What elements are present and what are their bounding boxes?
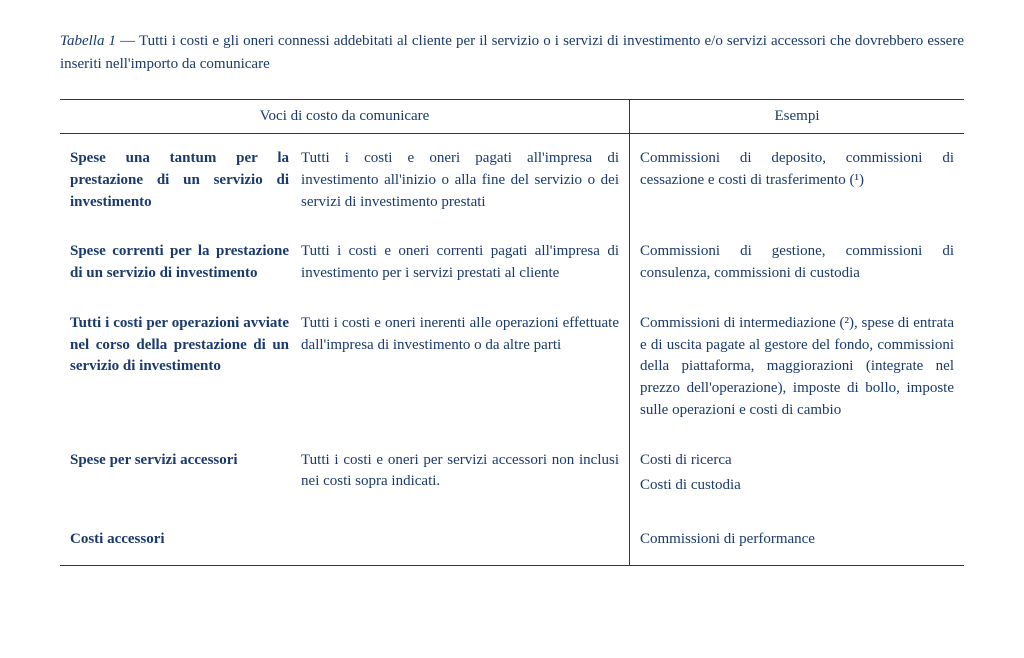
row-label: Spese una tantum per la prestazione di u… bbox=[60, 134, 295, 228]
caption-sep: — bbox=[116, 33, 139, 49]
table-row: Tutti i costi per operazioni avviate nel… bbox=[60, 299, 964, 436]
caption-text: Tutti i costi e gli oneri connessi addeb… bbox=[60, 33, 964, 72]
row-desc: Tutti i costi e oneri per servizi access… bbox=[295, 436, 629, 516]
row-label: Costi accessori bbox=[60, 515, 295, 565]
row-label: Spese correnti per la prestazione di un … bbox=[60, 227, 295, 299]
row-desc: Tutti i costi e oneri correnti pagati al… bbox=[295, 227, 629, 299]
table-row: Costi accessori Commissioni di performan… bbox=[60, 515, 964, 565]
row-desc: Tutti i costi e oneri inerenti alle oper… bbox=[295, 299, 629, 436]
row-desc: Tutti i costi e oneri pagati all'impresa… bbox=[295, 134, 629, 228]
table-caption: Tabella 1 — Tutti i costi e gli oneri co… bbox=[60, 30, 964, 75]
header-esempi: Esempi bbox=[630, 100, 965, 134]
row-example: Commissioni di intermediazione (²), spes… bbox=[630, 299, 965, 436]
header-voci: Voci di costo da comunicare bbox=[60, 100, 630, 134]
caption-label: Tabella 1 bbox=[60, 33, 116, 49]
row-example: Commissioni di deposito, commissioni di … bbox=[630, 134, 965, 228]
row-label: Spese per servizi accessori bbox=[60, 436, 295, 516]
cost-table: Voci di costo da comunicare Esempi Spese… bbox=[60, 99, 964, 566]
row-example: Commissioni di performance bbox=[630, 515, 965, 565]
table-row: Spese una tantum per la prestazione di u… bbox=[60, 134, 964, 228]
table-row: Spese per servizi accessori Tutti i cost… bbox=[60, 436, 964, 516]
example-line: Costi di ricerca bbox=[640, 450, 954, 472]
table-row: Spese correnti per la prestazione di un … bbox=[60, 227, 964, 299]
row-desc bbox=[295, 515, 629, 565]
row-example: Commissioni di gestione, commissioni di … bbox=[630, 227, 965, 299]
example-line: Costi di custodia bbox=[640, 475, 954, 497]
row-label: Tutti i costi per operazioni avviate nel… bbox=[60, 299, 295, 436]
row-example: Costi di ricerca Costi di custodia bbox=[630, 436, 965, 516]
